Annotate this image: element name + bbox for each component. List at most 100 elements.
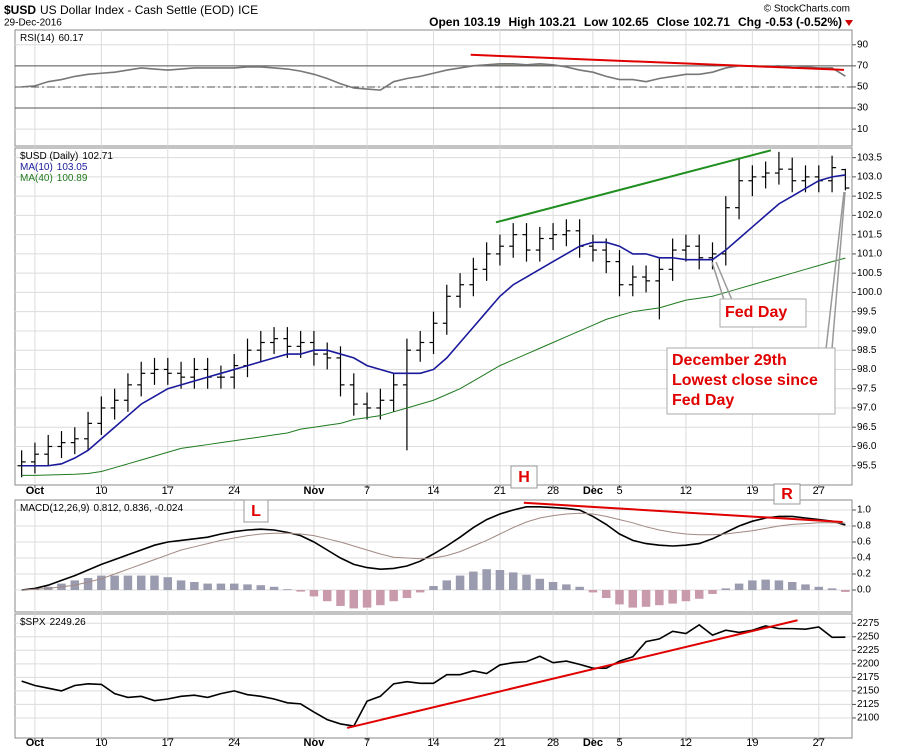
annotation-box (666, 347, 836, 415)
histogram-bar (97, 575, 106, 590)
histogram-bar (296, 590, 305, 592)
histogram-bar (801, 584, 810, 590)
x-tick-label: 21 (494, 737, 506, 749)
annotation: Lowest close since (672, 372, 818, 389)
x-tick-label: 24 (228, 737, 240, 749)
line (21, 257, 846, 476)
legend-text: MACD(12,26,9) (20, 503, 89, 514)
histogram-bar (429, 586, 438, 590)
y-tick-label: 97.0 (857, 403, 877, 414)
histogram-bar (827, 588, 837, 590)
x-tick-label: 19 (746, 485, 758, 497)
legend-text: 2249.26 (50, 617, 87, 628)
histogram-bar (615, 590, 624, 605)
trendline (470, 53, 845, 71)
annotation: December 29th (672, 352, 787, 369)
histogram-bar (588, 590, 598, 593)
annotation: Fed Day (672, 392, 734, 409)
y-tick-label: 99.5 (857, 306, 877, 317)
annotation: L (251, 503, 261, 520)
y-tick-label: 0.0 (857, 585, 871, 596)
legend-text: , -0.024 (149, 503, 183, 514)
histogram-bar (841, 590, 850, 592)
label: Chg (738, 15, 761, 29)
y-tick-label: 2275 (857, 618, 880, 629)
histogram-bar (402, 590, 412, 598)
annotation-box (773, 483, 801, 505)
y-tick-label: 95.5 (857, 460, 877, 471)
histogram-bar (83, 578, 93, 590)
line (21, 174, 846, 467)
histogram-bar (150, 575, 159, 590)
legend-text: $USD (Daily) (20, 151, 78, 162)
histogram-bar (176, 580, 186, 590)
x-tick-label: Oct (26, 485, 45, 497)
plot: 10 30 50 70 90 RSI(14) 60.17 95.5 96.0 96.5 97.0 97… (14, 29, 882, 749)
x-tick-label: 28 (547, 485, 559, 497)
y-tick-label: 97.5 (857, 383, 877, 394)
pointer (715, 261, 733, 301)
x-tick-label: 19 (746, 737, 758, 749)
x-tick-label: 21 (494, 485, 506, 497)
histogram-bar (190, 582, 199, 590)
y-tick-label: 101.5 (857, 229, 882, 240)
x-tick-label: 14 (427, 485, 439, 497)
histogram-bar (522, 574, 531, 590)
y-tick-label: 0.2 (857, 569, 871, 580)
y-tick-label: 100.5 (857, 268, 882, 279)
x-tick-label: 10 (95, 737, 107, 749)
y-tick-label: 2125 (857, 699, 880, 710)
y-tick-label: 101.0 (857, 249, 882, 260)
x-tick-label: Oct (26, 737, 45, 749)
x-tick-label: Dec (583, 485, 603, 497)
histogram-bar (508, 572, 518, 590)
legend: MA(40) 100.89 (20, 173, 88, 184)
histogram-bar (336, 590, 345, 606)
histogram-bar (681, 590, 691, 602)
annotation-box (719, 298, 807, 328)
y-tick-label: 10 (857, 124, 869, 135)
x-tick-label: 10 (95, 485, 107, 497)
x-tick-label: 12 (680, 737, 692, 749)
label: Low (584, 15, 609, 29)
value: 102.65 (612, 15, 649, 29)
histogram-bar (575, 586, 584, 590)
symbol: $USD (4, 3, 36, 17)
histogram-bar (562, 584, 571, 590)
y-tick-label: 2200 (857, 658, 880, 669)
histogram-bar (774, 580, 784, 590)
y-tick-label: 0.4 (857, 553, 871, 564)
y-tick-label: 90 (857, 39, 869, 50)
pointer (825, 191, 845, 350)
x-tick-label: 7 (364, 485, 370, 497)
chart-title: $USD US Dollar Index - Cash Settle (EOD) I… (4, 3, 258, 17)
annotation-box (243, 499, 269, 523)
trendline (346, 619, 798, 729)
x-tick-label: 5 (616, 485, 622, 497)
y-tick-label: 2225 (857, 645, 880, 656)
value: -0.53 (-0.52%) (765, 15, 842, 29)
histogram-bar (641, 590, 651, 607)
annotation: R (781, 486, 793, 503)
instrument-name: US Dollar Index - Cash Settle (EOD) (40, 3, 234, 17)
y-tick-label: 50 (857, 82, 869, 93)
legend-text: $SPX (20, 617, 46, 628)
y-tick-label: 102.5 (857, 191, 882, 202)
y-tick-label: 100.0 (857, 287, 882, 298)
y-tick-label: 96.5 (857, 422, 877, 433)
y-tick-label: 0.8 (857, 521, 871, 532)
y-tick-label: 96.0 (857, 441, 877, 452)
x-tick-label: Dec (583, 737, 603, 749)
histogram-bar (721, 588, 731, 590)
histogram-bar (495, 570, 505, 590)
value: 103.19 (464, 15, 501, 29)
ohlc-summary: Open 103.19 High 103.21 Low 102.65 Close 102.71… (429, 15, 842, 29)
line (21, 512, 846, 591)
y-tick-label: 2100 (857, 713, 880, 724)
x-tick-label: 7 (364, 737, 370, 749)
y-tick-label: 2250 (857, 631, 880, 642)
y-tick-label: 102.0 (857, 210, 882, 221)
annotation-box (510, 465, 538, 489)
histogram-bar (216, 583, 226, 590)
